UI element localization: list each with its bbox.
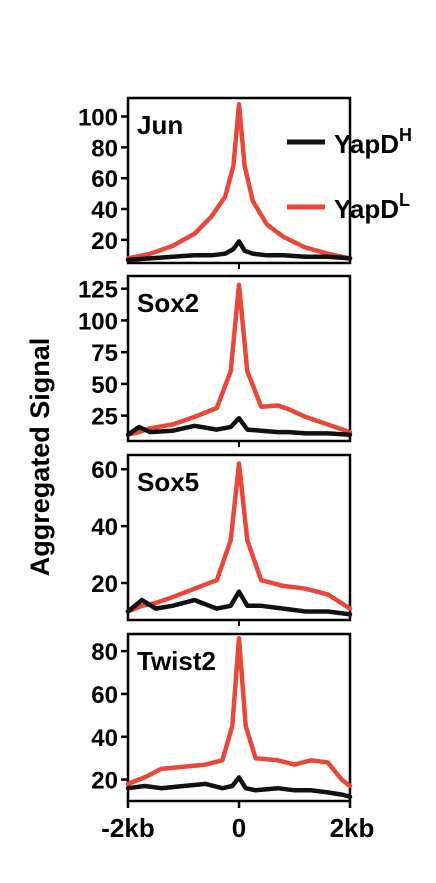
panels-group: 20 40 60 80 100 Jun 25 50 75 100 125 Sox2 20 40 60 Sox5… (78, 96, 353, 808)
panel-title: Sox2 (137, 288, 199, 318)
y-tick-label: 100 (78, 105, 118, 132)
y-tick-label: 40 (91, 197, 118, 224)
panel-jun: 20 40 60 80 100 Jun (78, 96, 353, 269)
x-tick-label-right: 2kb (330, 813, 375, 843)
x-axis: -2kb 0 2kb (101, 813, 374, 843)
series-line-yapd-l (125, 282, 353, 437)
panel-title: Jun (137, 110, 183, 140)
series-line-yapd-h (125, 239, 353, 263)
y-tick-label: 20 (91, 228, 118, 255)
y-tick-label: 40 (91, 514, 118, 541)
y-tick-label: 60 (91, 166, 118, 193)
x-tick-label-center: 0 (232, 813, 246, 843)
series-line-yapd-l (125, 636, 353, 789)
y-tick-label: 80 (91, 639, 118, 666)
legend-label-low-sup: L (399, 190, 410, 210)
legend-label-high: YapDH (334, 125, 412, 159)
y-axis-label: Aggregated Signal (25, 338, 55, 577)
series-line-yapd-h (125, 589, 353, 617)
y-tick-label: 20 (91, 768, 118, 795)
legend: YapDH YapDL (287, 125, 412, 224)
legend-label-high-sup: H (399, 125, 412, 145)
panel-title: Twist2 (137, 646, 216, 676)
panel-sox5: 20 40 60 Sox5 (91, 453, 353, 626)
y-tick-label: 100 (78, 308, 118, 335)
series-line-yapd-l (125, 461, 353, 614)
series-line-yapd-l (125, 101, 353, 261)
legend-label-low-base: YapD (334, 194, 399, 224)
series-line-yapd-h (125, 775, 353, 799)
y-tick-label: 20 (91, 571, 118, 598)
y-tick-label: 125 (78, 277, 118, 304)
legend-label-high-base: YapD (334, 129, 399, 159)
panel-sox2: 25 50 75 100 125 Sox2 (78, 274, 353, 447)
y-tick-label: 60 (91, 457, 118, 484)
series-line-yapd-h (125, 415, 353, 437)
legend-label-low: YapDL (334, 190, 410, 224)
y-tick-label: 40 (91, 725, 118, 752)
panel-twist2: 20 40 60 80 Twist2 (91, 632, 353, 808)
panel-title: Sox5 (137, 467, 199, 497)
y-tick-label: 25 (91, 404, 118, 431)
y-tick-label: 60 (91, 682, 118, 709)
y-tick-label: 80 (91, 135, 118, 162)
y-tick-label: 50 (91, 372, 118, 399)
y-tick-label: 75 (91, 340, 118, 367)
x-tick-label-left: -2kb (101, 813, 154, 843)
